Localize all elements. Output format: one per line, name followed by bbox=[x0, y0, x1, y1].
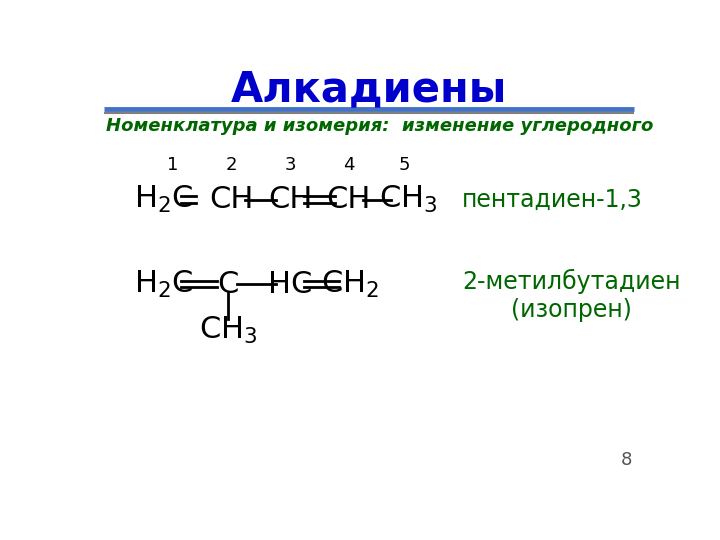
Text: C: C bbox=[217, 270, 238, 299]
Text: CH$_3$: CH$_3$ bbox=[379, 184, 437, 215]
Text: CH: CH bbox=[209, 185, 253, 214]
Text: H$_2$C: H$_2$C bbox=[134, 269, 193, 300]
Text: 1: 1 bbox=[167, 156, 179, 174]
Text: 2-метилбутадиен
(изопрен): 2-метилбутадиен (изопрен) bbox=[462, 269, 680, 322]
Text: CH$_2$: CH$_2$ bbox=[320, 269, 379, 300]
Text: 2: 2 bbox=[225, 156, 237, 174]
Text: 3: 3 bbox=[284, 156, 296, 174]
Text: Алкадиены: Алкадиены bbox=[231, 69, 507, 111]
Text: CH$_3$: CH$_3$ bbox=[199, 315, 257, 346]
Text: CH: CH bbox=[327, 185, 371, 214]
Text: 8: 8 bbox=[621, 451, 632, 469]
Text: пентадиен-1,3: пентадиен-1,3 bbox=[462, 187, 643, 212]
Text: H$_2$C: H$_2$C bbox=[134, 184, 193, 215]
Text: 5: 5 bbox=[398, 156, 410, 174]
Text: HC: HC bbox=[268, 270, 312, 299]
Text: CH: CH bbox=[268, 185, 312, 214]
Text: Номенклатура и изомерия:  изменение углеродного: Номенклатура и изомерия: изменение углер… bbox=[106, 117, 653, 134]
Text: 4: 4 bbox=[343, 156, 355, 174]
